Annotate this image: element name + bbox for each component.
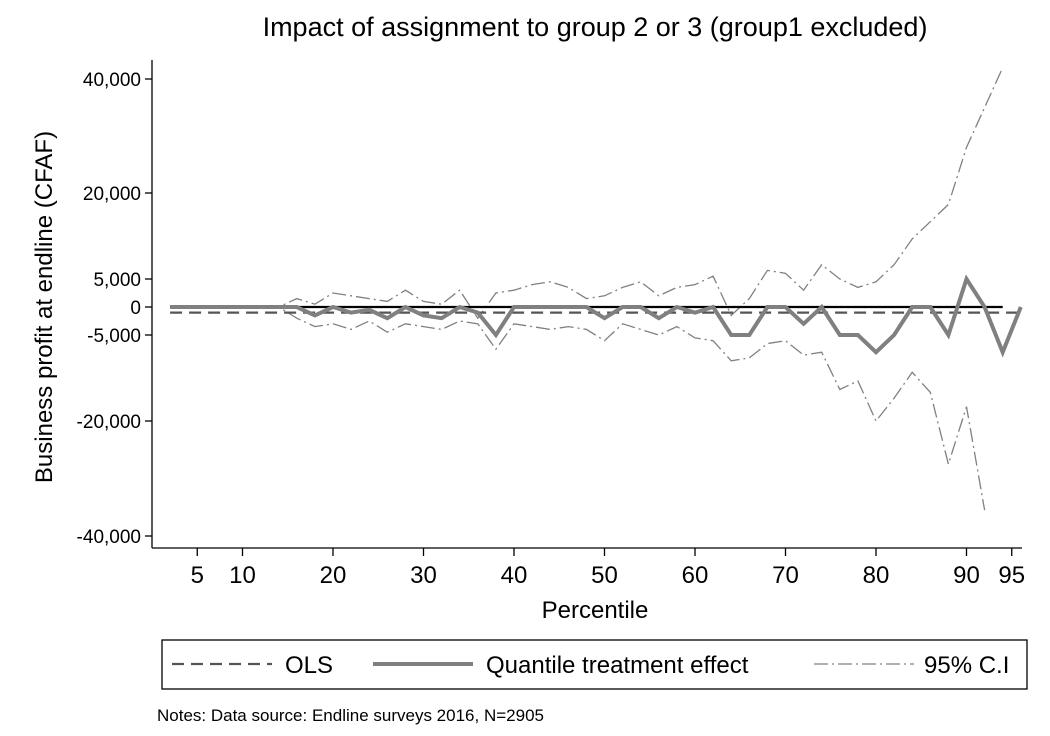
x-tick-label: 80 [863,562,890,589]
x-tick-label: 20 [320,562,347,589]
ci-upper-line [170,67,1004,320]
x-tick-label: 70 [772,562,799,589]
qte-line [170,274,1023,358]
x-tick-label: 95 [998,562,1025,589]
legend-box [161,639,1028,690]
chart-title: Impact of assignment to group 2 or 3 (gr… [263,12,928,42]
legend-qte-label: Quantile treatment effect [486,652,749,679]
legend: OLS Quantile treatment effect 95% C.I [161,639,1028,690]
ci-lower-line [170,306,986,511]
x-axis-label: Percentile [542,597,649,624]
plot-area [170,67,1023,511]
legend-ci-label: 95% C.I [924,652,1009,679]
y-tick-label: -20,000 [77,412,141,433]
x-tick-label: 40 [501,562,528,589]
x-axis: 5 10 20 30 40 50 60 70 80 90 95 [152,547,1025,589]
x-tick-label: 30 [410,562,437,589]
y-tick-label: 5,000 [93,270,141,291]
y-tick-label: 40,000 [83,70,141,91]
x-tick-label: 90 [953,562,980,589]
y-axis: 40,000 20,000 5,000 0 -5,000 -20,000 -40,000 [77,60,153,548]
y-axis-label: Business profit at endline (CFAF) [31,131,58,483]
x-tick-label: 50 [591,562,618,589]
y-tick-label: -40,000 [77,527,141,548]
y-tick-label: 0 [130,298,141,319]
legend-ols-label: OLS [285,652,333,679]
x-tick-label: 60 [682,562,709,589]
x-tick-label: 10 [229,562,256,589]
notes-text: Notes: Data source: Endline surveys 2016… [157,706,544,725]
x-tick-label: 5 [191,562,204,589]
y-tick-label: -5,000 [87,326,141,347]
y-tick-label: 20,000 [83,184,141,205]
